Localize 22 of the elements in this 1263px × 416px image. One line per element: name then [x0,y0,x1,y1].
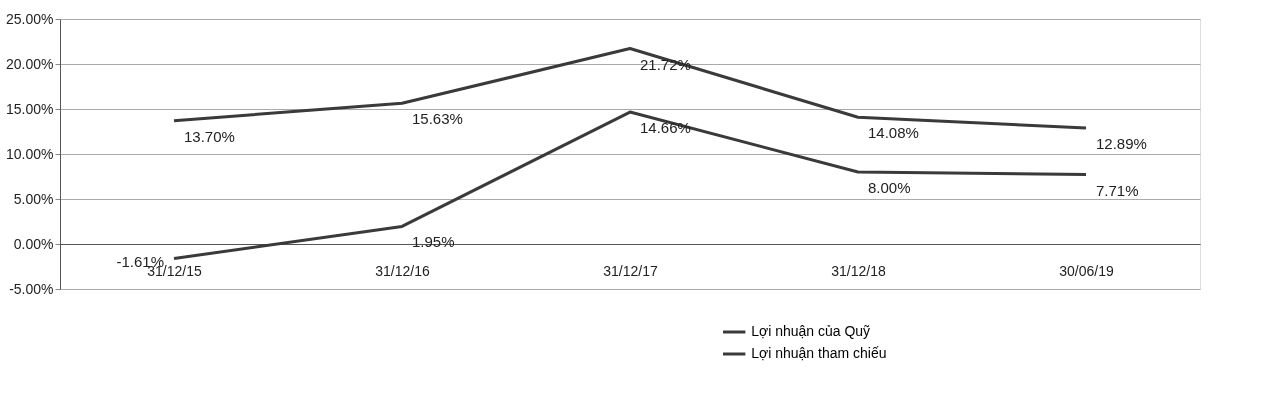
x-tick-label: 31/12/17 [603,262,658,279]
y-tick-label: 15.00% [6,100,54,117]
line-series [172,110,1088,260]
data-label: 21.72% [640,55,691,73]
x-tick-label: 31/12/16 [375,262,430,279]
data-label: 13.70% [184,127,235,145]
y-tick-label: 10.00% [6,145,54,162]
data-label: 14.66% [640,119,691,137]
data-label: 8.00% [868,179,911,196]
legend-label: Lợi nhuận của Quỹ [751,323,871,339]
y-tick-label: 5.00% [13,190,54,207]
y-tick-label: 0.00% [13,235,54,252]
data-label: 14.08% [868,124,919,142]
data-label: 15.63% [412,110,463,128]
y-tick-label: 25.00% [6,10,54,27]
y-tick-label: 20.00% [6,55,54,72]
x-tick-label: 30/06/19 [1059,262,1114,279]
data-label: 7.71% [1096,181,1139,199]
x-tick-label: 31/12/18 [831,262,886,279]
y-tick-label: -5.00% [9,280,54,297]
legend-label: Lợi nhuận tham chiếu [751,345,887,361]
data-label: 12.89% [1096,134,1147,152]
